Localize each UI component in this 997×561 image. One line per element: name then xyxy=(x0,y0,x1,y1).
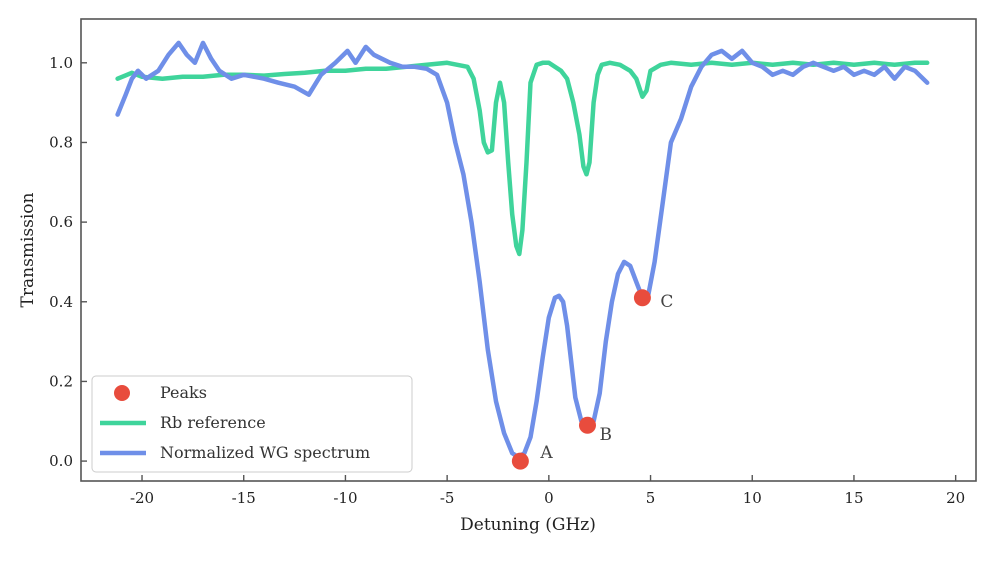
x-tick-label: 10 xyxy=(743,489,762,507)
legend: Peaks Rb reference Normalized WG spectru… xyxy=(91,375,413,473)
plot-frame xyxy=(80,18,977,482)
y-axis-label: Transmission xyxy=(18,193,38,308)
y-tick-label: 0.0 xyxy=(49,452,73,470)
y-tick-label: 0.4 xyxy=(49,293,73,311)
legend-box xyxy=(91,375,413,473)
peaks-layer: A B C xyxy=(511,289,673,470)
rb-reference-line xyxy=(115,60,930,257)
x-axis: -20 -15 -10 -5 0 5 10 15 20 xyxy=(130,475,965,507)
y-tick-label: 0.2 xyxy=(49,372,73,390)
x-tick-label: 5 xyxy=(646,489,656,507)
x-tick-label: -10 xyxy=(333,489,357,507)
peak-point-c xyxy=(633,289,651,307)
legend-peaks-marker xyxy=(114,385,130,401)
legend-rb-label: Rb reference xyxy=(160,413,266,432)
peak-label-b: B xyxy=(599,425,612,445)
wg-spectrum-line xyxy=(115,40,930,460)
x-tick-label: 20 xyxy=(946,489,965,507)
plot-area: A B C xyxy=(115,40,930,470)
x-tick-label: -20 xyxy=(130,489,154,507)
x-tick-label: 0 xyxy=(544,489,554,507)
x-tick-label: -5 xyxy=(440,489,455,507)
y-tick-label: 1.0 xyxy=(49,54,73,72)
peak-label-a: A xyxy=(539,443,553,463)
peak-point-a xyxy=(511,452,529,470)
y-tick-label: 0.8 xyxy=(49,133,73,151)
x-axis-label: Detuning (GHz) xyxy=(460,515,596,535)
y-tick-label: 0.6 xyxy=(49,213,73,231)
legend-peaks-label: Peaks xyxy=(160,383,207,402)
peak-label-c: C xyxy=(660,292,673,312)
x-tick-label: -15 xyxy=(232,489,256,507)
y-axis: 0.0 0.2 0.4 0.6 0.8 1.0 xyxy=(49,54,87,470)
legend-wg-label: Normalized WG spectrum xyxy=(160,443,370,462)
x-tick-label: 15 xyxy=(844,489,863,507)
series-layer xyxy=(115,40,930,460)
peak-point-b xyxy=(578,416,596,434)
